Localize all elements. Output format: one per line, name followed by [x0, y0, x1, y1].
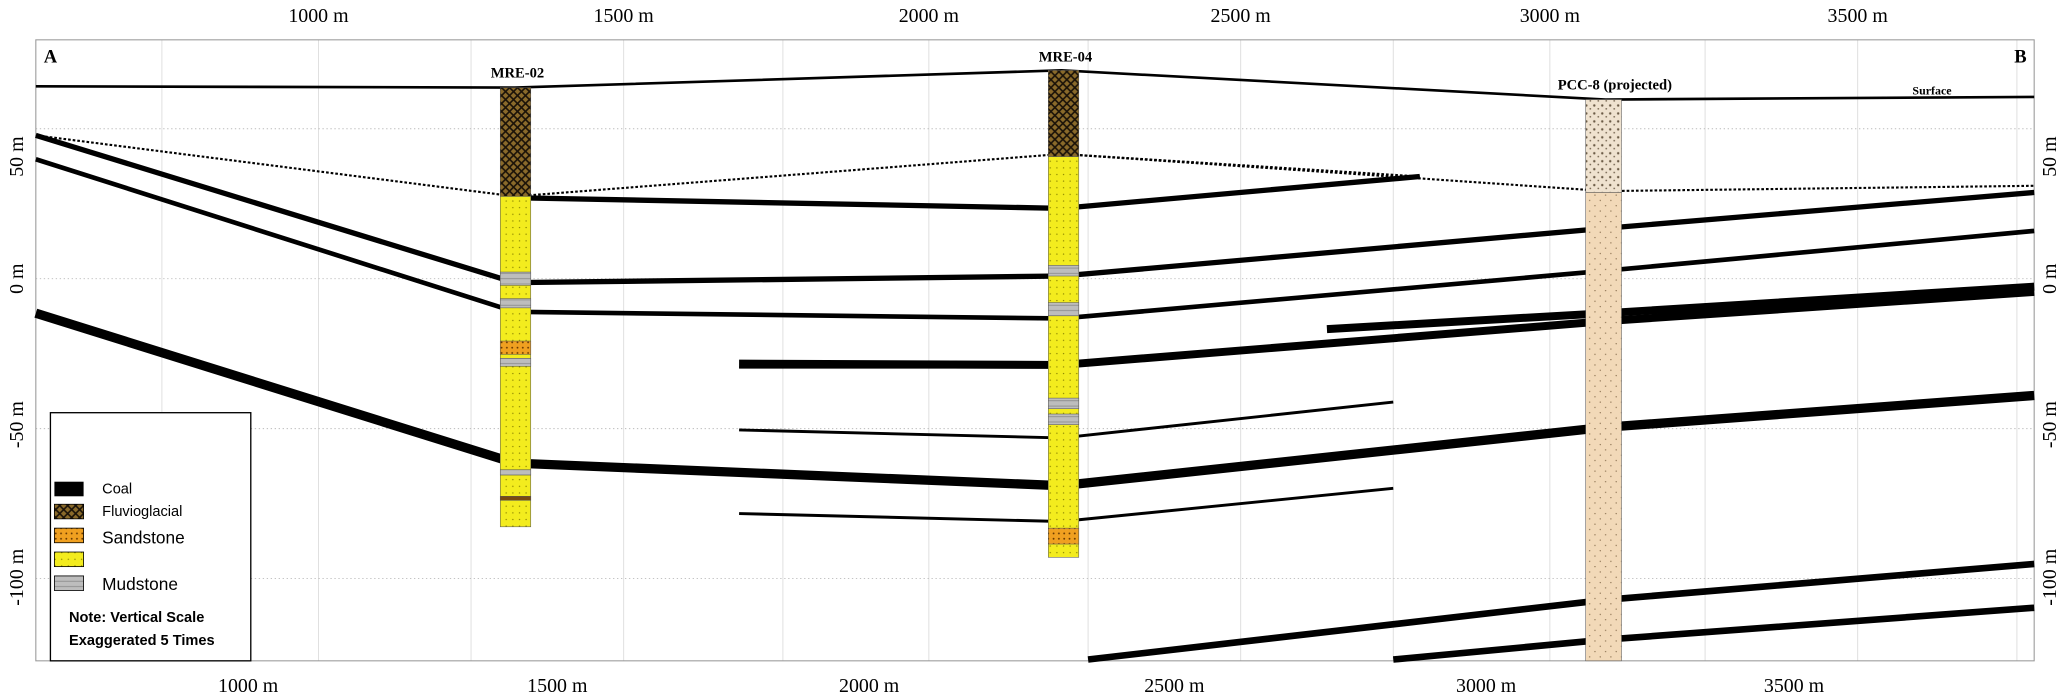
x-tick-label: 1000 m [218, 675, 279, 697]
legend: Coal Fluvioglacial Sandstone Mudstone No… [50, 413, 250, 661]
x-tick-label: 1000 m [288, 5, 349, 27]
y-tick-label: 50 m [2039, 136, 2061, 177]
well-columns [500, 70, 1621, 660]
lithology-layer [500, 88, 531, 197]
lithology-layer [1048, 265, 1079, 276]
lithology-layer [1048, 303, 1079, 316]
x-tick-label: 3000 m [1456, 675, 1517, 697]
lithology-layer [500, 272, 531, 285]
lithology-layer [500, 470, 531, 475]
x-tick-label: 1500 m [594, 5, 655, 27]
lithology-layer [1586, 192, 1622, 660]
legend-label: Fluvioglacial [102, 504, 182, 520]
lithology-layer [500, 496, 531, 500]
well-label: MRE-02 [491, 66, 544, 82]
horizon-line [515, 177, 1420, 209]
x-tick-label: 2500 m [1211, 5, 1272, 27]
legend-note: Exaggerated 5 Times [69, 633, 215, 649]
lithology-layer [1586, 100, 1622, 193]
frame [36, 40, 2034, 661]
well-label: PCC-8 (projected) [1558, 78, 1672, 94]
horizon-line [36, 135, 2034, 196]
horizon-line [36, 313, 2034, 486]
legend-label: Coal [102, 482, 132, 498]
legend-swatch [54, 482, 83, 497]
x-tick-label: 2000 m [839, 675, 900, 697]
lithology-layer [1048, 528, 1079, 544]
legend-swatch [54, 552, 83, 567]
horizon-line [1327, 287, 2034, 329]
legend-swatch [54, 528, 83, 543]
lithology-layer [500, 299, 531, 308]
y-tick-label: 0 m [6, 263, 28, 294]
y-tick-label: -100 m [6, 548, 28, 605]
horizon-line [36, 70, 2034, 99]
x-tick-label: 3000 m [1520, 5, 1581, 27]
y-tick-label: -50 m [2039, 401, 2061, 448]
y-tick-label: -100 m [2039, 548, 2061, 605]
x-tick-label: 2500 m [1144, 675, 1205, 697]
geology [36, 70, 2034, 659]
y-tick-label: -50 m [6, 401, 28, 448]
x-tick-label: 3500 m [1828, 5, 1889, 27]
y-tick-label: 0 m [2039, 263, 2061, 294]
cross-section: A B MRE-02 MRE-04 PCC-8 (projected) Surf… [0, 0, 2070, 700]
legend-label: Sandstone [102, 527, 184, 547]
section-end: B [2014, 47, 2026, 68]
x-tick-label: 2000 m [899, 5, 960, 27]
lithology-layer [1048, 398, 1079, 409]
lithology-layer [1048, 70, 1079, 156]
surface-label: Surface [1912, 83, 1951, 97]
lithology-layer [1048, 414, 1079, 425]
legend-note: Note: Vertical Scale [69, 610, 204, 626]
x-tick-label: 3500 m [1764, 675, 1825, 697]
lithology-layer [500, 358, 531, 366]
grid [36, 40, 2034, 661]
well-label: MRE-04 [1039, 50, 1093, 66]
x-tick-label: 1500 m [527, 675, 588, 697]
section-end: A [44, 47, 58, 68]
legend-swatch [54, 504, 83, 519]
y-tick-label: 50 m [6, 136, 28, 177]
legend-label: Mudstone [102, 574, 178, 594]
page: {"section": {"end_a": "A", "end_b": "B",… [0, 0, 2070, 700]
lithology-layer [1048, 157, 1079, 558]
legend-swatch [54, 576, 83, 591]
horizon-line [36, 159, 2034, 318]
lithology-layer [500, 341, 531, 354]
